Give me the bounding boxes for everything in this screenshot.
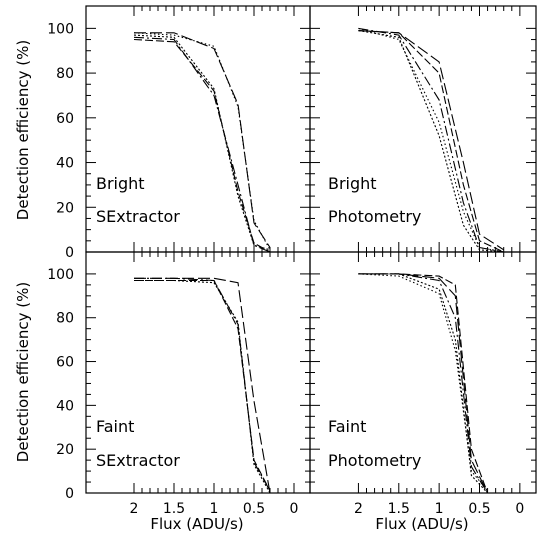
panel-faint-sextractor: 0 20 40 60 80 100 2 1.5 1 0.5 0 Faint SExtractor bbox=[47, 251, 311, 517]
y-axis-label-bottom: Detection efficiency (%) bbox=[14, 282, 32, 462]
panel-label: Faint bbox=[96, 417, 134, 436]
y-tick-label: 40 bbox=[56, 398, 74, 414]
panel-label: SExtractor bbox=[96, 207, 180, 226]
series-line-3 bbox=[358, 30, 504, 253]
y-tick-label: 0 bbox=[65, 486, 74, 502]
series-line-4 bbox=[358, 27, 504, 253]
panel-label: Bright bbox=[328, 174, 377, 193]
panel-label: Photometry bbox=[328, 451, 421, 470]
x-tick-label: 2 bbox=[354, 501, 363, 517]
y-tick-label: 60 bbox=[56, 111, 74, 127]
series-line-5 bbox=[358, 273, 489, 494]
panel-label: Bright bbox=[96, 174, 145, 193]
series-line-5 bbox=[134, 32, 271, 248]
x-tick-label: 0 bbox=[290, 501, 299, 517]
series-line-1 bbox=[133, 38, 271, 253]
x-tick-label: 1 bbox=[435, 501, 444, 517]
panel-bright-photometry: Bright Photometry bbox=[309, 5, 537, 253]
y-tick-label: 20 bbox=[56, 200, 74, 216]
x-tick-label: 0.5 bbox=[468, 501, 490, 517]
x-tick-label: 0 bbox=[515, 501, 524, 517]
panels-group: 020406080100BrightSExtractorBrightPhotom… bbox=[47, 5, 537, 517]
panel-bright-sextractor: 0 20 40 60 80 100 Bright SExtractor bbox=[47, 5, 311, 261]
y-tick-label: 20 bbox=[56, 442, 74, 458]
y-tick-label: 60 bbox=[56, 355, 74, 371]
y-tick-label: 100 bbox=[47, 21, 74, 37]
x-tick-label: 1 bbox=[210, 501, 219, 517]
x-tick-label: 1.5 bbox=[163, 501, 185, 517]
x-tick-label: 2 bbox=[130, 501, 139, 517]
y-tick-label: 80 bbox=[56, 66, 74, 82]
series-line-4 bbox=[133, 32, 271, 251]
series-line-2 bbox=[358, 27, 504, 253]
x-tick-label: 1.5 bbox=[388, 501, 410, 517]
y-tick-label: 80 bbox=[56, 311, 74, 327]
series-line-4 bbox=[134, 277, 271, 494]
y-axis-label-top: Detection efficiency (%) bbox=[14, 40, 32, 220]
panel-label: SExtractor bbox=[96, 451, 180, 470]
series-line-2 bbox=[358, 273, 489, 494]
x-axis-label-right: Flux (ADU/s) bbox=[375, 515, 468, 533]
y-tick-label: 100 bbox=[47, 267, 74, 283]
series-line-3 bbox=[134, 279, 271, 494]
series-line-3 bbox=[133, 34, 271, 251]
series-line-5 bbox=[358, 30, 504, 251]
panel-faint-photometry: 2 1.5 1 0.5 0 Faint Photometry bbox=[309, 251, 537, 517]
series-line-4 bbox=[358, 273, 489, 492]
y-tick-label: 40 bbox=[56, 156, 74, 172]
y-tick-label: 0 bbox=[65, 245, 74, 261]
x-axis-label-left: Flux (ADU/s) bbox=[150, 515, 243, 533]
panel-label: Faint bbox=[328, 417, 366, 436]
panel-label: Photometry bbox=[328, 207, 421, 226]
series-line-2 bbox=[134, 277, 271, 492]
x-tick-label: 0.5 bbox=[243, 501, 265, 517]
